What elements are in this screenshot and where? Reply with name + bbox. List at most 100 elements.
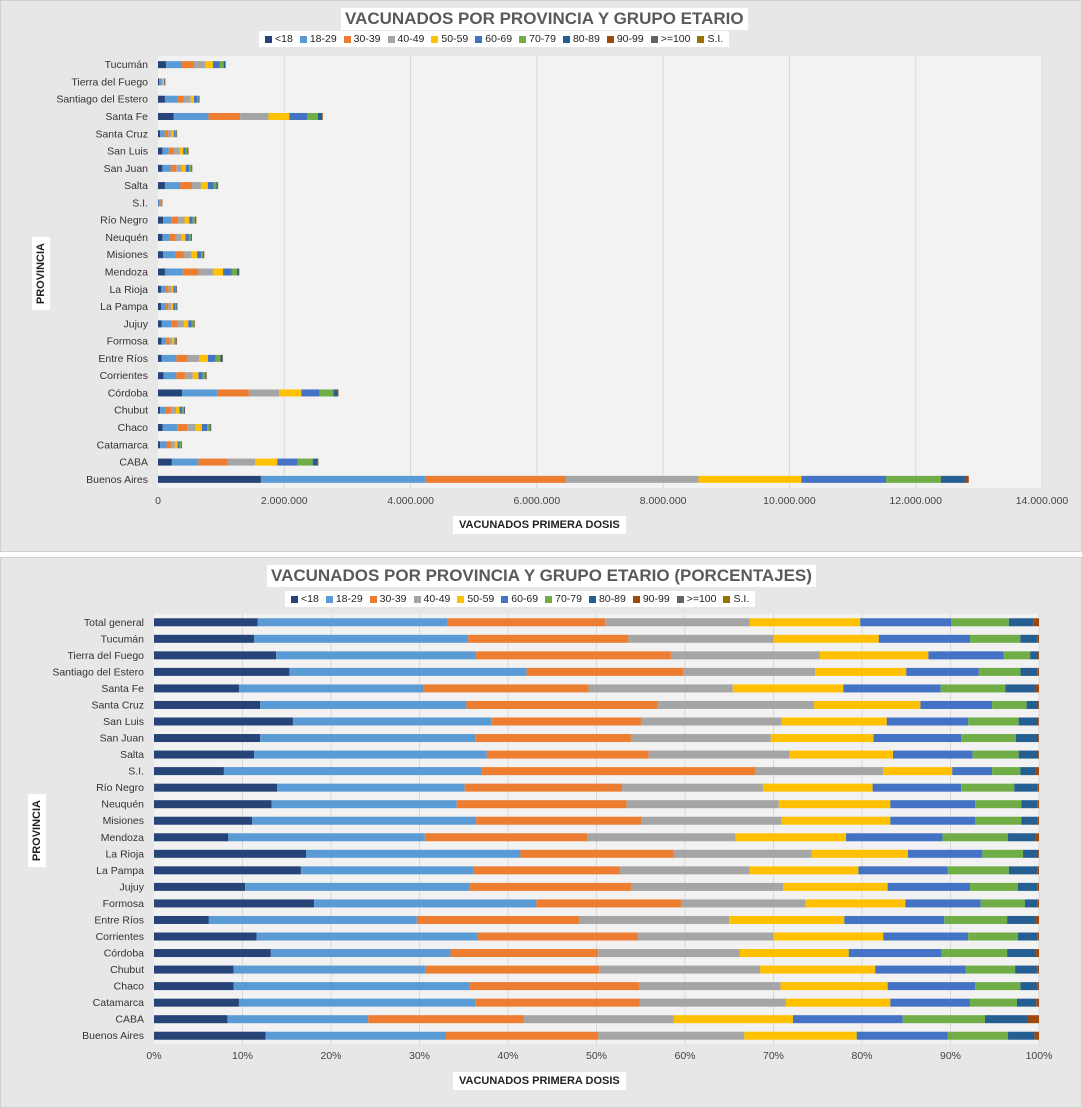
bar-segment — [165, 406, 171, 414]
bar-segment — [1037, 932, 1039, 941]
bar-segment — [158, 337, 162, 345]
bar-segment — [450, 949, 599, 958]
bar-segment — [170, 164, 177, 172]
bar-segment — [844, 915, 945, 924]
bar-segment — [1033, 618, 1039, 627]
y-tick-label: Chaco — [118, 422, 149, 434]
bar-segment — [198, 458, 228, 466]
bar-segment — [985, 1015, 1028, 1024]
bar-segment — [198, 268, 213, 276]
bar-segment — [164, 78, 166, 86]
bar-segment — [176, 303, 178, 311]
bar-segment — [238, 268, 240, 276]
legend-swatch — [343, 35, 351, 43]
bar-segment — [735, 833, 847, 842]
bar-segment — [619, 866, 750, 875]
bar-segment — [1037, 634, 1039, 643]
bar-segment — [639, 998, 786, 1007]
bar-segment — [154, 1031, 266, 1040]
y-tick-label: San Luis — [103, 716, 144, 728]
y-tick-label: Buenos Aires — [82, 1030, 144, 1042]
y-tick-label: Córdoba — [108, 387, 148, 399]
bar-segment — [1037, 667, 1039, 676]
bar-segment — [162, 147, 169, 155]
bar-segment — [473, 866, 620, 875]
bar-segment — [587, 833, 736, 842]
bar-segment — [154, 866, 301, 875]
bar-segment — [158, 303, 162, 311]
bar-segment — [447, 618, 606, 627]
bar-segment — [883, 767, 953, 776]
bar-segment — [160, 441, 167, 449]
bar-segment — [162, 78, 164, 86]
bar-segment — [526, 667, 684, 676]
legend-label: >=100 — [660, 33, 691, 45]
bar-segment — [161, 199, 163, 207]
bar-segment — [158, 182, 165, 190]
bar-segment — [1008, 833, 1036, 842]
legend-label: <18 — [301, 593, 319, 605]
bar-segment — [164, 78, 165, 86]
bar-segment — [1017, 882, 1038, 891]
bar-segment — [446, 1031, 599, 1040]
bar-segment — [185, 233, 189, 241]
legend-item: 60-69 — [501, 593, 538, 605]
y-tick-label: Salta — [124, 180, 148, 192]
bar-segment — [1008, 618, 1034, 627]
bar-segment — [168, 303, 171, 311]
bar-segment — [805, 899, 906, 908]
bar-segment — [158, 199, 159, 207]
bar-segment — [848, 949, 942, 958]
y-tick-label: CABA — [119, 457, 148, 469]
bar-segment — [307, 112, 318, 120]
bar-segment — [317, 458, 319, 466]
bar-segment — [975, 982, 1021, 991]
bar-segment — [1020, 634, 1038, 643]
bar-segment — [248, 389, 280, 397]
bar-segment — [783, 882, 888, 891]
y-tick-label: Chubut — [114, 405, 148, 417]
bar-segment — [193, 61, 206, 69]
legend-swatch — [291, 595, 298, 603]
bar-segment — [770, 734, 874, 743]
bar-segment — [199, 95, 200, 103]
bar-segment — [158, 424, 163, 432]
y-tick-label: Santiago del Estero — [52, 666, 144, 678]
bar-segment — [815, 667, 907, 676]
bar-segment — [164, 95, 178, 103]
bar-segment — [154, 882, 246, 891]
legend-item: >=100 — [676, 593, 717, 605]
legend-swatch — [265, 35, 272, 43]
legend-label: >=100 — [686, 593, 717, 605]
bar-segment — [947, 866, 1009, 875]
legend-label: 18-29 — [335, 593, 363, 605]
legend-item: 80-89 — [562, 33, 600, 45]
bar-segment — [190, 233, 192, 241]
bar-segment — [163, 251, 176, 259]
bar-segment — [1020, 667, 1038, 676]
legend-item: 18-29 — [299, 33, 337, 45]
y-tick-label: CABA — [115, 1014, 144, 1026]
bar-segment — [755, 767, 884, 776]
bar-segment — [886, 717, 969, 726]
bar-segment — [179, 147, 184, 155]
legend-item: 80-89 — [588, 593, 626, 605]
bar-segment — [491, 717, 642, 726]
bar-segment — [1034, 1031, 1039, 1040]
bar-segment — [588, 684, 733, 693]
bar-segment — [638, 932, 774, 941]
y-tick-label: Córdoba — [104, 948, 144, 960]
bar-segment — [886, 475, 941, 483]
bar-segment — [265, 1031, 447, 1040]
bar-segment — [174, 441, 178, 449]
bar-segment — [475, 734, 632, 743]
bar-segment — [176, 372, 186, 380]
y-tick-label: Chubut — [110, 964, 144, 976]
bar-segment — [951, 618, 1009, 627]
bar-segment — [175, 303, 177, 311]
bar-segment — [476, 651, 671, 660]
bar-segment — [1037, 882, 1039, 891]
bar-segment — [158, 406, 161, 414]
bar-segment — [890, 800, 976, 809]
bar-segment — [673, 849, 812, 858]
